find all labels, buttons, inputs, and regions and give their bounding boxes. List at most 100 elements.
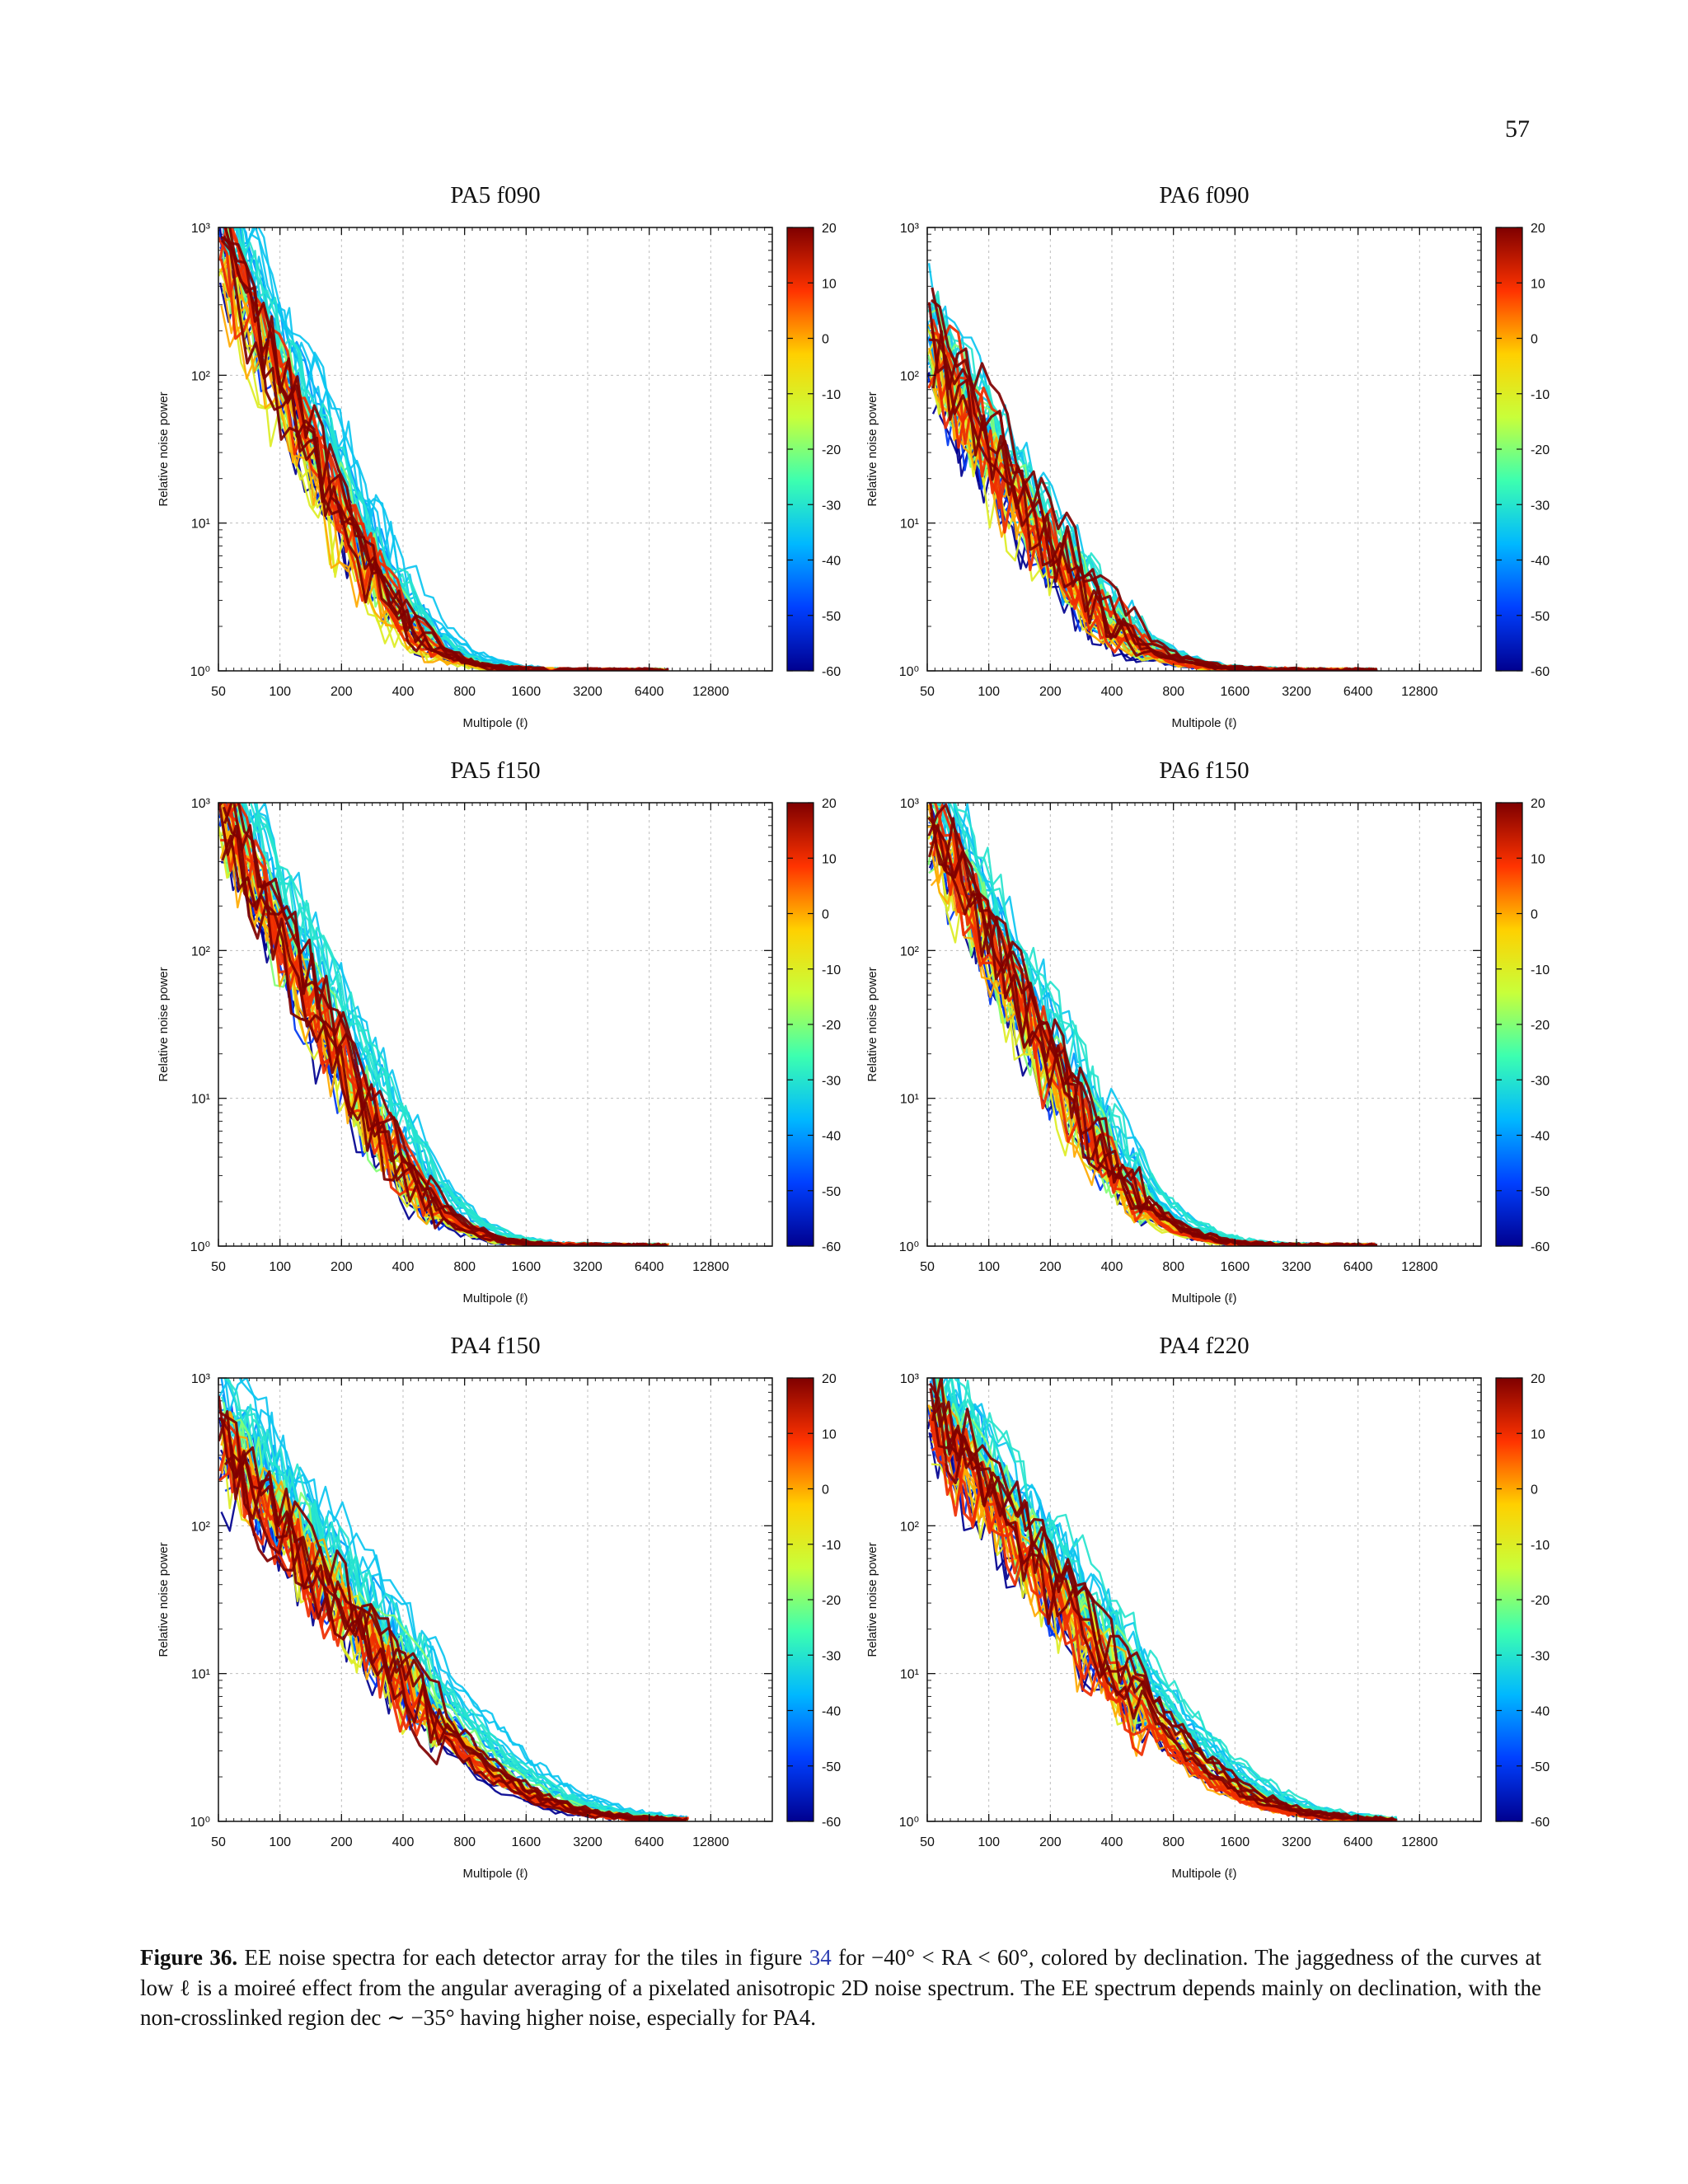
x-tick-label: 3200	[1282, 1835, 1311, 1849]
colorbar-tick-label: -50	[1531, 610, 1550, 624]
x-tick-label: 200	[331, 1835, 353, 1849]
x-tick-label: 800	[453, 685, 476, 699]
x-tick-label: 50	[920, 685, 935, 699]
series-line	[933, 1378, 1395, 1821]
x-tick-label: 50	[211, 1260, 226, 1274]
series-line	[927, 357, 1373, 671]
caption-text-end: for −40° < RA < 60°, colored by declinat…	[140, 1945, 1542, 2031]
y-axis-label: Relative noise power	[157, 967, 171, 1081]
y-tick-label: 10²	[191, 369, 211, 383]
colorbar-tick-label: 10	[822, 852, 837, 866]
x-tick-label: 400	[1101, 1835, 1123, 1849]
x-tick-label: 200	[1039, 685, 1062, 699]
y-tick-label: 10⁰	[899, 665, 919, 679]
x-tick-label: 200	[331, 1260, 353, 1274]
x-tick-label: 1600	[512, 685, 542, 699]
chart-title: PA6 f090	[1159, 182, 1249, 209]
colorbar-tick-label: -40	[822, 555, 841, 569]
series-line	[224, 803, 665, 1246]
series-line	[222, 236, 662, 671]
figure-caption: Figure 36. EE noise spectra for each det…	[140, 1943, 1541, 2033]
y-axis-label: Relative noise power	[865, 1542, 879, 1657]
y-tick-label: 10²	[900, 944, 920, 958]
series-line	[228, 803, 664, 1246]
series-group	[927, 263, 1378, 671]
x-tick-label: 3200	[573, 1260, 603, 1274]
y-tick-label: 10¹	[900, 1093, 919, 1107]
x-tick-label: 3200	[573, 685, 603, 699]
x-tick-label: 6400	[635, 1835, 664, 1849]
x-tick-label: 3200	[1282, 685, 1311, 699]
y-axis-label: Relative noise power	[865, 967, 879, 1081]
series-line	[931, 803, 1375, 1246]
y-tick-label: 10³	[191, 1372, 211, 1386]
x-tick-label: 6400	[635, 1260, 664, 1274]
y-tick-label: 10⁰	[190, 1816, 210, 1830]
series-line	[927, 355, 1377, 671]
colorbar-tick-label: -50	[822, 1760, 841, 1774]
series-line	[929, 803, 1367, 1246]
series-line	[219, 242, 668, 671]
series-line	[927, 302, 1378, 671]
x-tick-label: 1600	[1221, 1835, 1250, 1849]
x-tick-label: 3200	[1282, 1260, 1311, 1274]
series-line	[222, 806, 667, 1246]
colorbar-tick-label: -20	[822, 443, 841, 457]
colorbar-tick-label: -40	[1531, 1705, 1550, 1719]
x-tick-label: 800	[1162, 1835, 1184, 1849]
series-line	[931, 351, 1376, 671]
colorbar-tick-label: 20	[822, 797, 837, 811]
colorbar-tick-label: -10	[1531, 963, 1550, 977]
series-line	[223, 803, 668, 1246]
colorbar-tick-label: -10	[1531, 1539, 1550, 1553]
colorbar: 20 10 0 -10 -20 -30 -40 -50 -60	[786, 222, 841, 679]
y-tick-label: 10³	[900, 222, 920, 236]
colorbar-tick-label: -20	[1531, 443, 1550, 457]
x-tick-label: 100	[978, 1260, 1000, 1274]
series-line	[235, 803, 663, 1246]
x-tick-label: 1600	[1221, 1260, 1250, 1274]
series-line	[218, 231, 664, 671]
y-tick-label: 10¹	[900, 518, 919, 532]
series-group	[218, 227, 669, 671]
series-line	[930, 1380, 1398, 1821]
series-line	[224, 803, 665, 1246]
colorbar-tick-label: -30	[1531, 499, 1550, 513]
x-axis-label: Multipole (ℓ)	[1171, 716, 1236, 730]
series-line	[932, 1378, 1398, 1821]
figure-reference-link[interactable]: 34	[809, 1945, 832, 1970]
plot-frame	[926, 1377, 1482, 1822]
colorbar-tick-label: -50	[822, 610, 841, 624]
colorbar-tick-label: -40	[822, 1130, 841, 1144]
series-line	[932, 1378, 1393, 1821]
series-line	[940, 1378, 1398, 1821]
x-tick-label: 6400	[1343, 1835, 1373, 1849]
x-tick-label: 12800	[1401, 685, 1438, 699]
colorbar-tick-label: 0	[1531, 333, 1538, 347]
series-line	[219, 259, 664, 671]
colorbar-tick-label: -30	[822, 1649, 841, 1663]
page-number: 57	[1505, 115, 1530, 143]
colorbar-tick-label: -20	[822, 1594, 841, 1608]
x-tick-label: 12800	[692, 1260, 729, 1274]
series-line	[226, 803, 664, 1246]
colorbar-tick-label: -60	[822, 665, 841, 679]
colorbar-tick-label: -60	[1531, 665, 1550, 679]
chart-title: PA6 f150	[1159, 757, 1249, 784]
colorbar-tick-label: 10	[1531, 1427, 1545, 1441]
x-tick-label: 800	[1162, 1260, 1184, 1274]
x-tick-label: 3200	[573, 1835, 603, 1849]
x-tick-label: 100	[978, 1835, 1000, 1849]
y-tick-label: 10²	[900, 1520, 920, 1534]
series-line	[241, 803, 664, 1246]
x-tick-label: 400	[392, 1260, 415, 1274]
colorbar-tick-label: -20	[1531, 1019, 1550, 1033]
x-tick-label: 50	[920, 1260, 935, 1274]
series-line	[222, 237, 665, 671]
y-axis-label: Relative noise power	[157, 1542, 171, 1657]
